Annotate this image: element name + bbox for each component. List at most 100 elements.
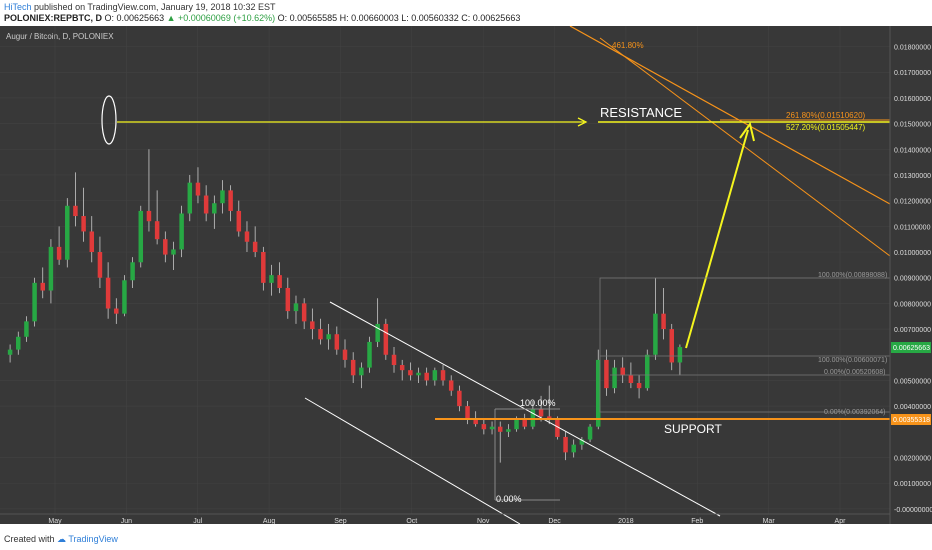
candle-body <box>187 182 193 214</box>
x-tick-label: May <box>48 518 62 524</box>
fib-4618-label: 461.80% <box>612 41 644 50</box>
chart-title: Augur / Bitcoin, D, POLONIEX <box>6 32 114 41</box>
x-tick-label: Apr <box>835 518 847 524</box>
open-price: O: 0.00625663 <box>104 13 165 23</box>
candle-body <box>595 359 601 427</box>
author-link[interactable]: HiTech <box>4 2 32 12</box>
fib-2618-label: 261.80%(0.01510620) <box>786 111 866 120</box>
candle-body <box>326 334 331 340</box>
candle-body <box>473 418 478 425</box>
candle-body <box>546 416 552 419</box>
y-tick-label: 0.00400000 <box>894 404 931 411</box>
support-price-tag: 0.00355318 <box>893 417 930 424</box>
projection-arrow <box>685 129 749 349</box>
candle-body <box>497 426 503 432</box>
y-tick-label: -0.00000000 <box>894 507 932 514</box>
candle-body <box>399 365 405 371</box>
candle-body <box>612 367 617 389</box>
support-price-tag-bg <box>891 414 931 425</box>
ohlc-values: O: 0.00565585 H: 0.00660003 L: 0.0056033… <box>277 13 521 23</box>
candle-body <box>244 231 250 242</box>
footer: Created with ☁ TradingView <box>0 528 932 550</box>
x-tick-label: Jun <box>121 518 132 524</box>
candle-body <box>628 375 634 384</box>
candle-body <box>195 182 201 196</box>
y-tick-label: 0.00200000 <box>894 455 931 462</box>
candle-body <box>481 424 487 430</box>
candle-body <box>318 329 323 340</box>
candle-body <box>277 275 282 288</box>
annotation-layer: 100.00% 0.00% 461.80% RESISTANCE 261.80%… <box>101 25 891 525</box>
candle-body <box>514 418 519 430</box>
y-tick-label: 0.01300000 <box>894 173 931 180</box>
candle-body <box>620 367 625 376</box>
y-tick-label: 0.01000000 <box>894 250 931 257</box>
candle-body <box>448 380 454 391</box>
candle-body <box>604 359 609 389</box>
candle-body <box>293 303 299 312</box>
price-chart[interactable]: Augur / Bitcoin, D, POLONIEX 100.00% 0.0… <box>0 25 932 525</box>
candle-body <box>261 252 266 283</box>
fib-right-zero-label: 0.00%(0.00392064) <box>824 409 886 416</box>
candle-body <box>350 359 356 376</box>
x-tick-label: Oct <box>406 518 417 524</box>
candle-body <box>179 213 184 250</box>
candle-body <box>457 390 462 407</box>
y-tick-label: 0.01700000 <box>894 70 931 77</box>
y-tick-label: 0.01100000 <box>894 224 931 231</box>
candle-body <box>89 231 95 253</box>
published-text: published on TradingView.com, January 19… <box>34 2 276 12</box>
x-tick-label: Sep <box>334 518 347 524</box>
candle-body <box>301 303 307 322</box>
tradingview-link[interactable]: TradingView <box>68 534 118 544</box>
candle-body <box>636 383 642 389</box>
candle-body <box>489 426 495 430</box>
candle-body <box>653 313 658 355</box>
candle-body <box>114 308 119 314</box>
x-tick-label: Aug <box>263 518 276 524</box>
publish-line: HiTech published on TradingView.com, Jan… <box>4 2 276 12</box>
candle-body <box>530 408 536 427</box>
candle-body <box>73 205 78 217</box>
candle-body <box>310 321 315 330</box>
last-price-tag-bg <box>891 342 931 353</box>
candle-body <box>130 262 135 281</box>
candle-body <box>506 429 511 432</box>
time-axis[interactable]: May Jun Jul Aug Sep Oct Nov Dec 2018 Feb Mar Apr <box>0 513 890 525</box>
candle-body <box>342 349 348 360</box>
candle-body <box>465 406 470 419</box>
candle-body <box>220 190 225 204</box>
chart-panel[interactable]: Augur / Bitcoin, D, POLONIEX 100.00% 0.0… <box>0 25 932 525</box>
candle-body <box>669 329 674 363</box>
fib-right-box <box>599 277 891 413</box>
peak-arrow-head <box>577 117 588 127</box>
candle-body <box>7 349 13 355</box>
candle-body <box>163 239 168 255</box>
candle-body <box>416 372 421 376</box>
x-tick-label: Mar <box>763 518 776 524</box>
candle-body <box>171 249 176 255</box>
candle-body <box>571 444 576 453</box>
candle-body <box>16 336 21 350</box>
fib-5272-label: 527.20%(0.01505447) <box>786 123 866 132</box>
price-axis[interactable]: 0.01800000 0.01700000 0.01600000 0.01500000… <box>889 26 932 524</box>
publish-header: HiTech published on TradingView.com, Jan… <box>0 0 932 26</box>
candle-body <box>154 221 160 240</box>
candle-body <box>269 275 274 283</box>
fib-fan-line-2 <box>599 37 891 257</box>
candle-body <box>32 282 37 322</box>
candle-body <box>375 323 380 342</box>
last-price-tag: 0.00625663 <box>893 345 930 352</box>
fib-right-mid-label: 100.00%(0.00600071) <box>818 357 887 364</box>
candle-body <box>252 241 258 253</box>
candle-body <box>661 313 666 330</box>
fib-0-label: 0.00% <box>496 494 522 504</box>
x-tick-labels: May Jun Jul Aug Sep Oct Nov Dec 2018 Feb Mar Apr <box>48 518 847 525</box>
candle-body <box>383 323 389 355</box>
fib-100-label: 100.00% <box>520 398 556 408</box>
candle-body <box>408 370 413 376</box>
candle-body <box>538 408 544 417</box>
y-tick-label: 0.00500000 <box>894 378 931 385</box>
channel-lower-line <box>304 397 521 525</box>
candle-body <box>440 370 446 381</box>
